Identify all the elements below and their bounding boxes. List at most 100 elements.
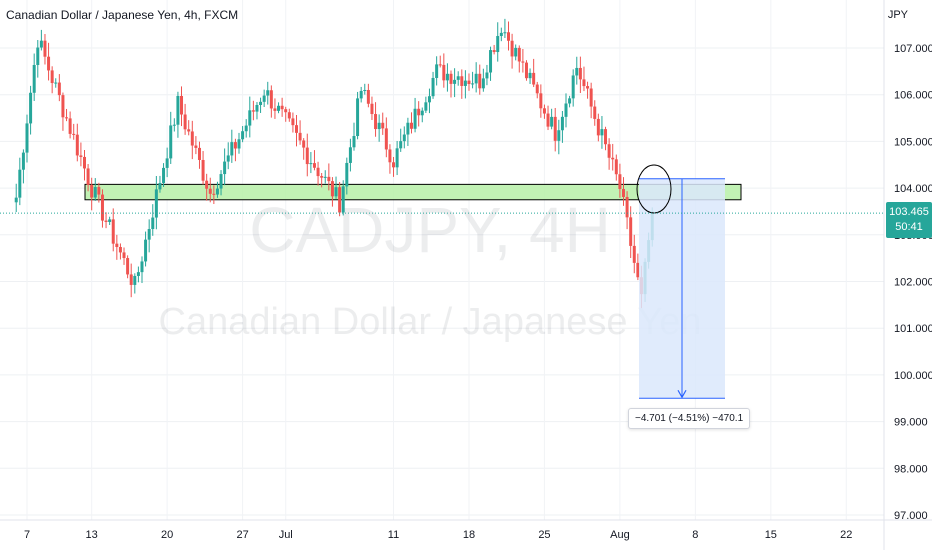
candle bbox=[259, 97, 263, 113]
candle-body bbox=[564, 103, 568, 117]
candle bbox=[557, 119, 561, 155]
x-tick-label: Jul bbox=[279, 529, 293, 541]
candle bbox=[528, 68, 532, 84]
candle-body bbox=[435, 64, 439, 78]
candle-body bbox=[377, 122, 381, 130]
y-tick-label: 106.000 bbox=[894, 90, 932, 102]
candle-body bbox=[413, 108, 417, 129]
candle-body bbox=[625, 196, 629, 218]
candle-body bbox=[75, 134, 79, 156]
last-price-value: 103.465 bbox=[889, 206, 929, 218]
candle-body bbox=[197, 147, 201, 160]
candle bbox=[334, 176, 338, 199]
candle-body bbox=[359, 90, 363, 99]
candle-body bbox=[320, 176, 324, 178]
candle bbox=[596, 113, 600, 142]
candle-body bbox=[284, 109, 288, 113]
candle bbox=[262, 89, 266, 108]
last-price-tag: 103.465 50:41 bbox=[886, 202, 932, 238]
candle bbox=[61, 92, 65, 131]
candle bbox=[215, 181, 219, 198]
y-tick-label: 101.000 bbox=[894, 323, 932, 335]
candle-body bbox=[546, 113, 550, 127]
candle-body bbox=[409, 122, 413, 129]
candle bbox=[39, 29, 43, 51]
candle-body bbox=[93, 187, 97, 198]
candle-body bbox=[460, 76, 464, 86]
candle-body bbox=[72, 133, 76, 135]
candle-body bbox=[453, 79, 457, 84]
candle-body bbox=[467, 80, 471, 85]
candle-body bbox=[47, 56, 51, 71]
candle bbox=[413, 97, 417, 133]
candle-body bbox=[532, 72, 536, 85]
candle bbox=[18, 157, 22, 206]
candle bbox=[338, 181, 342, 217]
candle bbox=[312, 150, 316, 171]
candle bbox=[449, 70, 453, 98]
candle bbox=[144, 231, 148, 267]
candle bbox=[359, 86, 363, 103]
candle bbox=[90, 177, 94, 211]
candle bbox=[453, 68, 457, 98]
y-tick-label: 98.000 bbox=[894, 463, 928, 475]
candle bbox=[392, 156, 396, 177]
x-tick-label: 7 bbox=[24, 529, 30, 541]
candle bbox=[21, 149, 25, 184]
candle bbox=[593, 100, 597, 126]
candle bbox=[237, 132, 241, 154]
candle bbox=[377, 114, 381, 142]
candle-body bbox=[29, 92, 33, 124]
candle bbox=[456, 71, 460, 86]
candle-body bbox=[39, 40, 43, 48]
candle bbox=[305, 133, 309, 177]
candle bbox=[108, 216, 112, 226]
candle-body bbox=[352, 136, 356, 148]
candle bbox=[36, 39, 40, 78]
candle bbox=[503, 18, 507, 39]
candle-body bbox=[582, 79, 586, 87]
candle-body bbox=[312, 163, 316, 168]
candle-body bbox=[560, 116, 564, 131]
candle bbox=[230, 129, 234, 163]
candle-body bbox=[596, 118, 600, 136]
candle-body bbox=[97, 187, 101, 195]
candle bbox=[32, 53, 36, 101]
candle bbox=[183, 103, 187, 135]
candle bbox=[632, 234, 636, 274]
candle bbox=[82, 149, 86, 181]
candle-body bbox=[334, 187, 338, 197]
candle-body bbox=[302, 140, 306, 148]
candle-body bbox=[151, 217, 155, 230]
y-tick-label: 99.000 bbox=[894, 417, 928, 429]
candle-body bbox=[212, 193, 216, 195]
candle-body bbox=[111, 219, 115, 244]
candle-body bbox=[100, 194, 104, 221]
candle-body bbox=[251, 110, 255, 112]
candle-body bbox=[194, 145, 198, 148]
candle-body bbox=[456, 76, 460, 80]
candle-body bbox=[255, 105, 259, 112]
candle bbox=[629, 206, 633, 258]
resistance-zone[interactable] bbox=[84, 183, 742, 201]
candle bbox=[291, 112, 295, 133]
candle bbox=[233, 138, 237, 162]
candle bbox=[406, 117, 410, 146]
candle-body bbox=[226, 155, 230, 162]
candle-body bbox=[162, 167, 166, 184]
candle-body bbox=[43, 40, 47, 57]
candle-body bbox=[632, 245, 636, 263]
candle bbox=[330, 177, 334, 207]
candle-body bbox=[370, 103, 374, 115]
x-tick-label: 13 bbox=[86, 529, 98, 541]
candle bbox=[496, 22, 500, 62]
candle-body bbox=[442, 64, 446, 81]
candle bbox=[280, 97, 284, 117]
candle bbox=[514, 44, 518, 61]
candle bbox=[154, 175, 158, 230]
candle bbox=[621, 177, 625, 206]
candle bbox=[244, 119, 248, 138]
candle bbox=[395, 140, 399, 176]
candle bbox=[65, 108, 69, 122]
